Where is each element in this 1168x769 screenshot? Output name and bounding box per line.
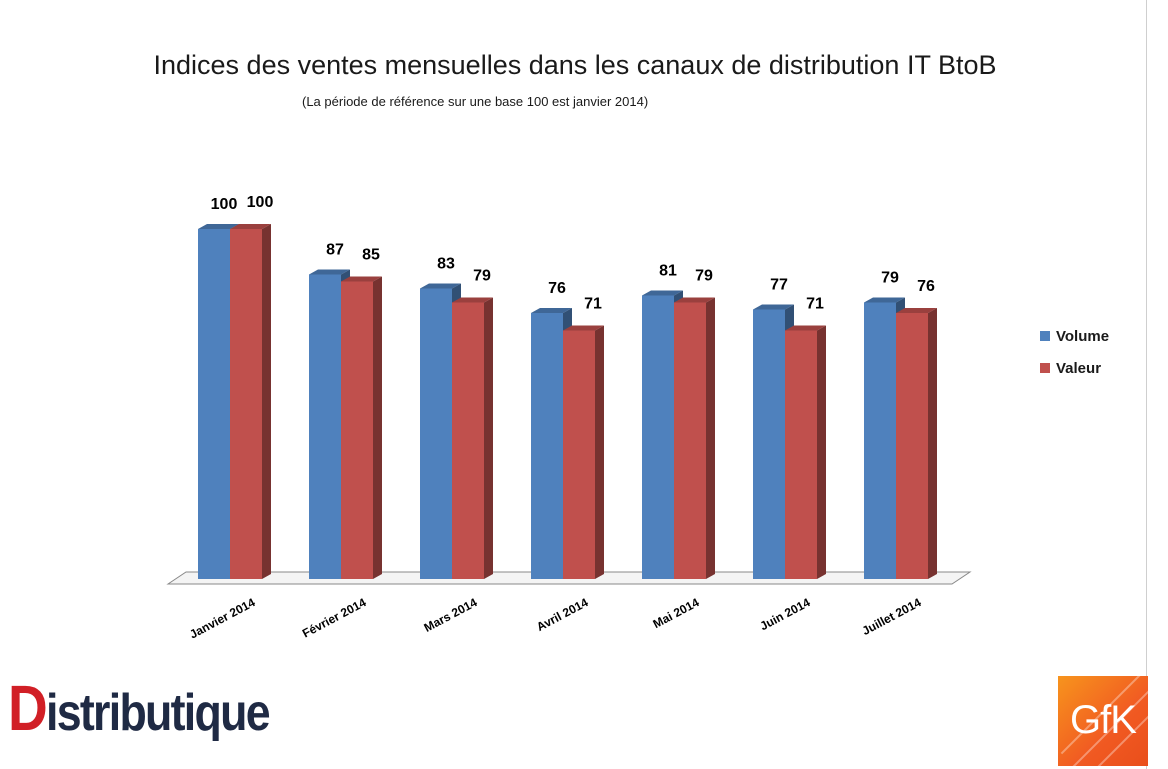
bar-valeur-1 [341,281,373,579]
bar-side-valeur-0 [262,224,271,579]
bar-top-valeur-5 [785,325,826,331]
bar-top-volume-2 [420,283,461,289]
bar-top-volume-1 [309,269,350,275]
bar-volume-5 [753,309,785,579]
bar-top-valeur-1 [341,276,382,282]
bar-valeur-0 [230,229,262,579]
data-label-volume-3: 76 [548,280,566,297]
bar-volume-6 [864,302,896,579]
x-tick-label-3: Avril 2014 [534,595,591,634]
chart-title: Indices des ventes mensuelles dans les c… [153,50,997,80]
bar-valeur-4 [674,302,706,579]
data-label-volume-1: 87 [326,242,344,259]
bar-top-volume-6 [864,297,905,303]
distributique-logo: Distributique [8,672,271,744]
bar-side-valeur-6 [928,308,937,579]
legend-label-volume: Volume [1056,327,1110,345]
data-label-valeur-2: 79 [473,268,491,285]
bar-side-valeur-2 [484,297,493,579]
bar-top-volume-0 [198,224,239,229]
bar-volume-0 [198,229,230,579]
right-edge-divider [1146,0,1147,769]
data-label-valeur-4: 79 [695,268,713,285]
legend-swatch-valeur [1040,363,1050,373]
data-label-volume-5: 77 [770,277,788,294]
legend-item-volume: Volume [1040,326,1109,346]
bar-valeur-6 [896,313,928,579]
bar-side-valeur-1 [373,276,382,579]
bar-volume-3 [531,313,563,579]
data-label-volume-0: 100 [211,196,238,213]
bar-volume-4 [642,295,674,579]
gfk-logo: GfK [1058,676,1148,766]
bar-valeur-2 [452,302,484,579]
data-label-valeur-1: 85 [362,247,380,264]
bar-top-volume-4 [642,290,683,296]
bar-top-volume-5 [753,304,794,310]
x-tick-label-1: Février 2014 [300,595,369,640]
data-label-volume-4: 81 [659,263,677,280]
bar-chart: 100 100 Janvier 2014 87 85 Février 2014 83 79 Ma… [166,194,972,641]
legend-item-valeur: Valeur [1040,358,1109,378]
bar-volume-2 [420,288,452,579]
x-tick-label-2: Mars 2014 [422,595,480,635]
bar-top-valeur-6 [896,308,937,313]
x-tick-label-6: Juillet 2014 [860,595,924,638]
data-label-volume-2: 83 [437,256,455,273]
bar-valeur-5 [785,330,817,579]
x-tick-label-5: Juin 2014 [758,595,813,633]
x-tick-label-0: Janvier 2014 [187,595,257,641]
data-label-valeur-0: 100 [247,194,274,211]
bar-top-valeur-2 [452,297,493,303]
chart-subtitle: (La période de référence sur une base 10… [302,94,649,109]
bar-side-valeur-5 [817,325,826,579]
bar-volume-1 [309,274,341,579]
legend-label-valeur: Valeur [1056,359,1102,377]
legend: Volume Valeur [1040,326,1109,390]
bar-side-valeur-4 [706,297,715,579]
bar-top-valeur-4 [674,297,715,303]
legend-swatch-volume [1040,331,1050,341]
data-label-valeur-6: 76 [917,278,935,295]
bar-top-valeur-0 [230,224,271,229]
data-label-valeur-5: 71 [806,296,824,313]
data-label-volume-6: 79 [881,270,899,287]
bar-top-volume-3 [531,308,572,313]
bar-valeur-3 [563,330,595,579]
x-tick-label-4: Mai 2014 [651,595,702,631]
bar-side-valeur-3 [595,325,604,579]
bar-top-valeur-3 [563,325,604,331]
data-label-valeur-3: 71 [584,296,602,313]
